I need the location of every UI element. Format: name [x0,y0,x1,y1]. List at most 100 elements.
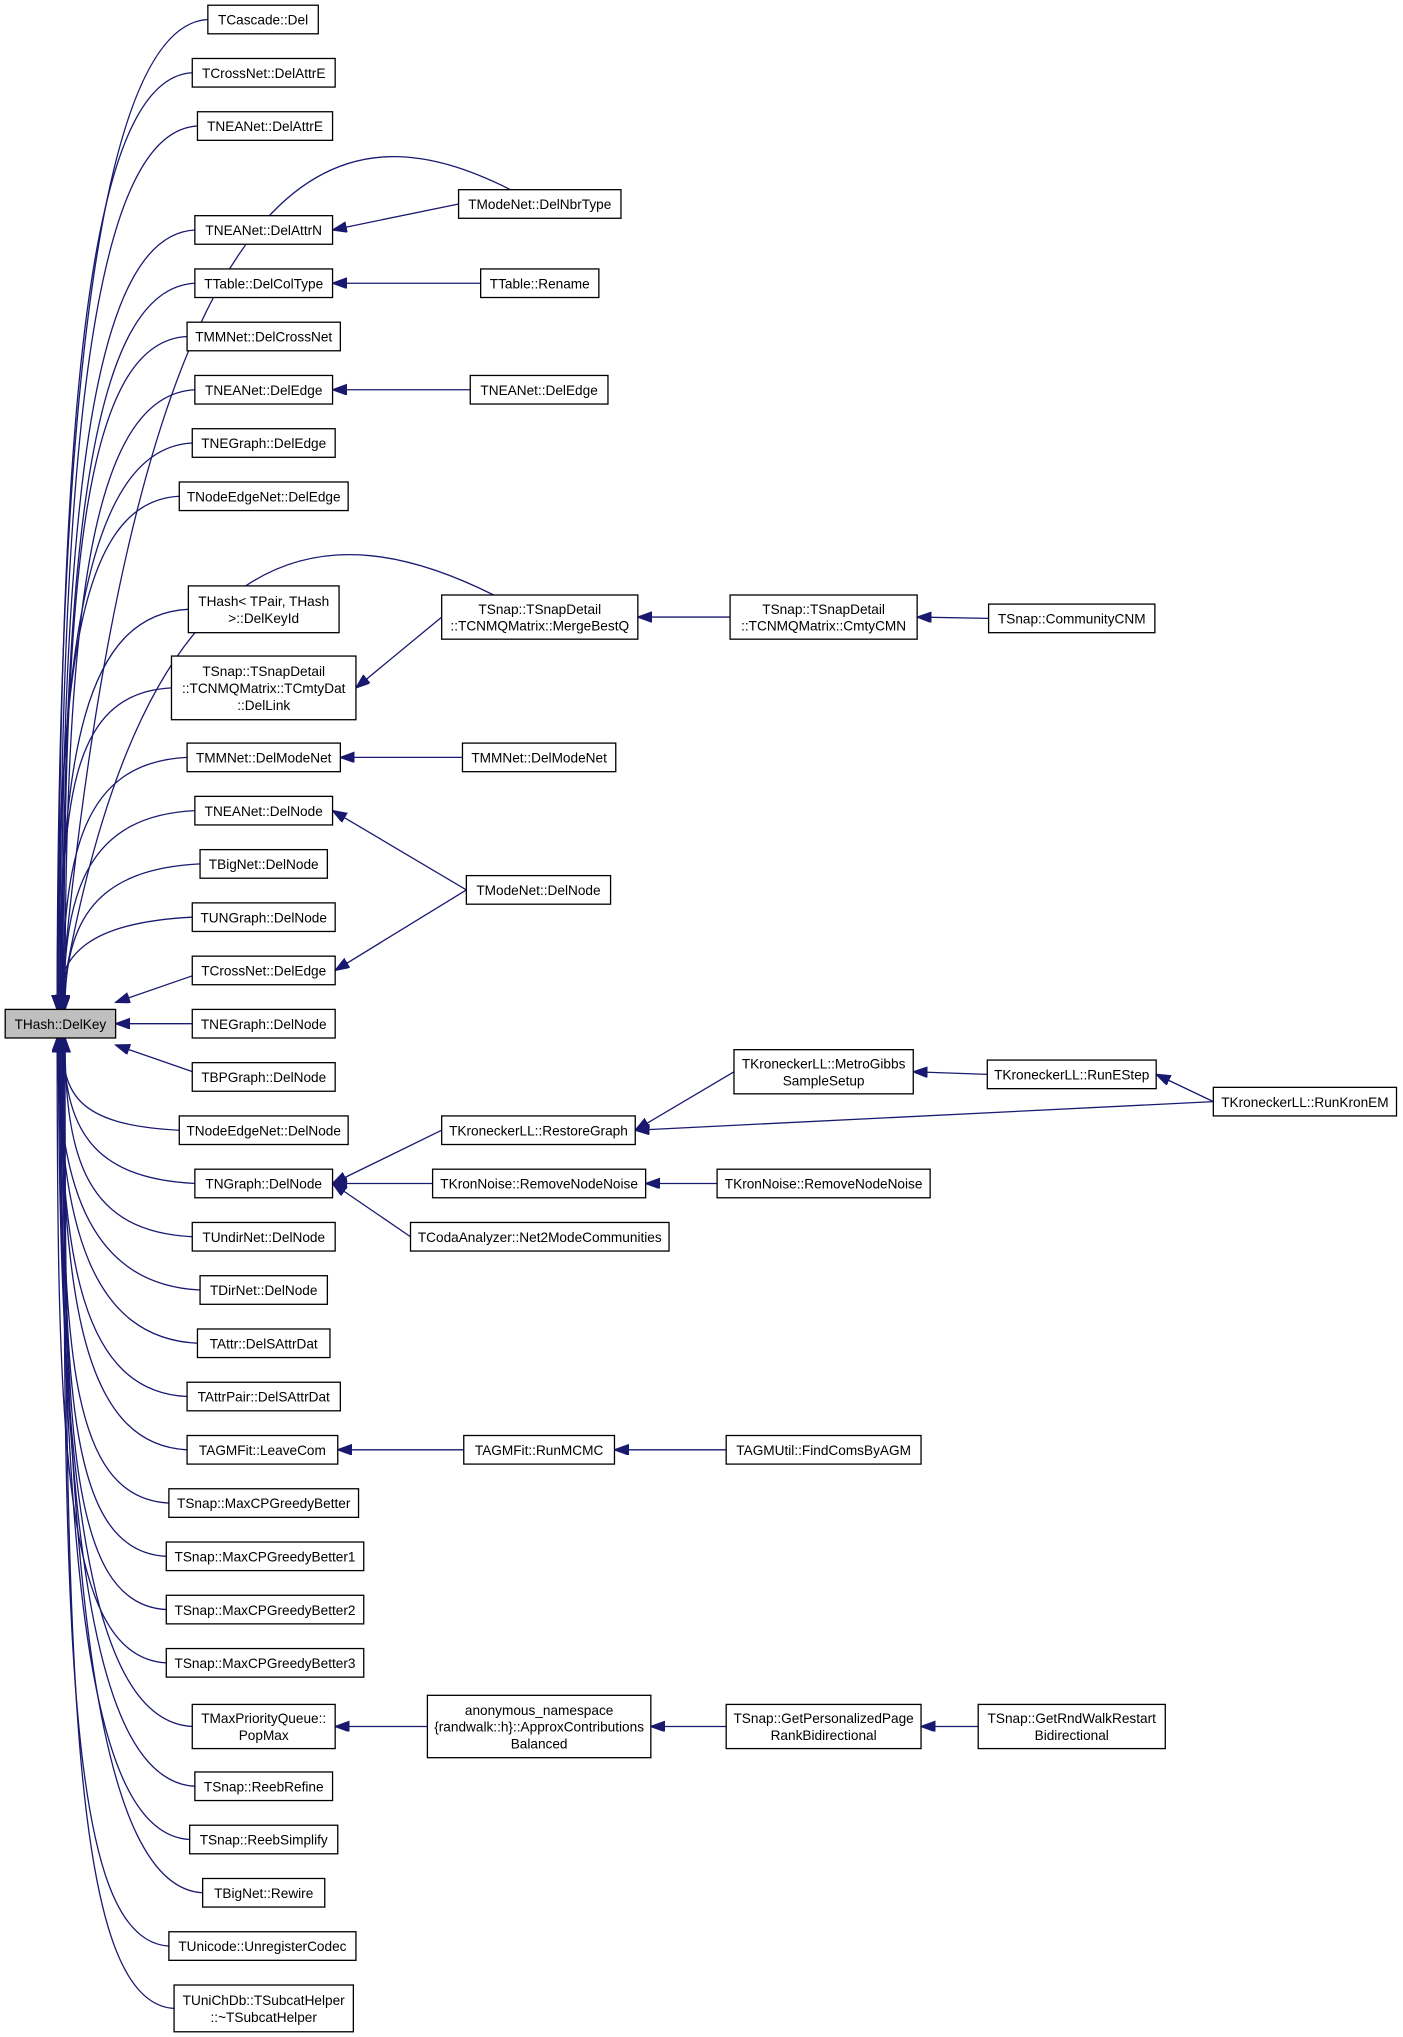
node-box [194,1168,334,1199]
node-ttable-rename[interactable]: TTable::Rename [480,268,600,299]
node-thash-delkey[interactable]: THash::DelKey [4,1008,117,1039]
node-tsnap-tsnapdetail-tcnmqmatrix-cmtycmn[interactable]: TSnap::TSnapDetail::TCNMQMatrix::CmtyCMN [729,594,918,640]
node-label: TSnap::TSnapDetail [478,602,601,617]
node-tbpgraph-delnode[interactable]: TBPGraph::DelNode [191,1062,336,1092]
node-tcodaanalyzer-net2modecommunities[interactable]: TCodaAnalyzer::Net2ModeCommunities [409,1221,670,1252]
node-box [463,1434,616,1465]
node-tagmfit-runmcmc[interactable]: TAGMFit::RunMCMC [463,1434,616,1465]
node-tneanet-delattre[interactable]: TNEANet::DelAttrE [196,111,334,141]
node-label: TNGraph::DelNode [205,1177,322,1192]
node-box [480,268,600,299]
node-tmaxpriorityqueue-popmax[interactable]: TMaxPriorityQueue::PopMax [191,1703,336,1750]
node-label: TSnap::MaxCPGreedyBetter3 [175,1656,356,1671]
node-tkronnoise-removenodenoise[interactable]: TKronNoise::RemoveNodeNoise [716,1168,931,1199]
node-tnodeedgenet-deledge[interactable]: TNodeEdgeNet::DelEdge [178,481,349,512]
node-label: TSnap::MaxCPGreedyBetter2 [175,1603,356,1618]
edge-tdirnet-delnode-to-thash-delkey [57,1038,201,1291]
node-label: TNEGraph::DelEdge [201,436,326,451]
node-label: TTable::DelColType [204,276,323,291]
node-label: TUndirNet::DelNode [202,1230,325,1245]
node-label: Bidirectional [1035,1728,1109,1743]
node-label: ::DelLink [237,698,290,713]
node-label: TCrossNet::DelEdge [201,964,326,979]
node-tneanet-deledge[interactable]: TNEANet::DelEdge [194,374,334,405]
node-label: ::TCNMQMatrix::CmtyCMN [741,619,906,634]
edge-tkroneckerll-runestep-to-tkroneckerll-metrogibbssamplesetup [913,1072,988,1075]
node-tsnap-tsnapdetail-tcnmqmatrix-tcmtydat-dellink[interactable]: TSnap::TSnapDetail::TCNMQMatrix::TCmtyDa… [170,655,357,721]
node-tnegraph-delnode[interactable]: TNEGraph::DelNode [191,1008,336,1039]
node-box [409,1221,670,1252]
node-label: TAGMUtil::FindComsByAGM [736,1443,911,1458]
node-tneanet-deledge[interactable]: TNEANet::DelEdge [469,374,609,405]
nodes-layer: THash::DelKey TCascade::DelTCrossNet::Del… [4,4,1398,2033]
node-tnodeedgenet-delnode[interactable]: TNodeEdgeNet::DelNode [178,1115,349,1146]
node-tkroneckerll-runkronem[interactable]: TKroneckerLL::RunKronEM [1212,1086,1398,1117]
node-tneanet-delnode[interactable]: TNEANet::DelNode [194,795,334,826]
node-label: TSnap::TSnapDetail [202,664,325,679]
node-tngraph-delnode[interactable]: TNGraph::DelNode [194,1168,334,1199]
node-tneanet-delattrn[interactable]: TNEANet::DelAttrN [194,215,334,245]
node-tagmutil-findcomsbyagm[interactable]: TAGMUtil::FindComsByAGM [725,1434,922,1465]
node-tmmnet-delmodenet[interactable]: TMMNet::DelModeNet [186,742,342,773]
node-label: TModeNet::DelNbrType [468,197,611,212]
node-tmodenet-delnode[interactable]: TModeNet::DelNode [465,874,612,905]
node-tmodenet-delnbrtype[interactable]: TModeNet::DelNbrType [457,189,622,219]
node-tnegraph-deledge[interactable]: TNEGraph::DelEdge [191,428,336,458]
node-tunicode-unregistercodec[interactable]: TUnicode::UnregisterCodec [168,1931,357,1961]
node-tsnap-getpersonalizedpagerankbidirectional[interactable]: TSnap::GetPersonalizedPageRankBidirectio… [725,1703,922,1750]
node-box [191,57,336,88]
node-label: TUniChDb::TSubcatHelper [183,1993,346,2008]
edge-tunicode-unregistercodec-to-thash-delkey [64,1038,169,1947]
node-label: TNEANet::DelEdge [480,383,597,398]
node-tsnap-communitycnm[interactable]: TSnap::CommunityCNM [987,603,1156,634]
edge-tnegraph-deledge-to-thash-delkey [57,442,193,1009]
edge-tneanet-delnode-to-thash-delkey [64,809,195,1010]
node-label: TTable::Rename [490,276,590,291]
node-tsnap-maxcpgreedybetter2[interactable]: TSnap::MaxCPGreedyBetter2 [165,1594,365,1625]
node-box [178,481,349,512]
node-tmmnet-delmodenet[interactable]: TMMNet::DelModeNet [461,742,617,773]
node-tsnap-reebsimplify[interactable]: TSnap::ReebSimplify [189,1824,339,1855]
node-box [426,1694,652,1759]
node-label: THash< TPair, THash [198,594,329,609]
node-tdirnet-delnode[interactable]: TDirNet::DelNode [199,1275,329,1305]
node-tkroneckerll-restoregraph[interactable]: TKroneckerLL::RestoreGraph [441,1115,636,1146]
node-tkroneckerll-runestep[interactable]: TKroneckerLL::RunEStep [986,1059,1157,1090]
node-box [469,374,609,405]
edge-tungraph-delnode-to-thash-delkey [57,916,193,1009]
node-tattrpair-delsattrdat[interactable]: TAttrPair::DelSAttrDat [186,1381,342,1412]
node-label: SampleSetup [783,1073,865,1088]
node-label: TSnap::ReebSimplify [200,1833,328,1848]
node-tundirnet-delnode[interactable]: TUndirNet::DelNode [191,1221,336,1252]
node-anonymous-namespace-randwalk-h-approxcontributionsbalanced[interactable]: anonymous_namespace{randwalk::h}::Approx… [426,1694,652,1759]
node-tcrossnet-delattre[interactable]: TCrossNet::DelAttrE [191,57,336,88]
node-label: RankBidirectional [771,1728,877,1743]
node-tmmnet-delcrossnet[interactable]: TMMNet::DelCrossNet [186,321,342,352]
node-tbignet-rewire[interactable]: TBigNet::Rewire [202,1877,326,1908]
node-tattr-delsattrdat[interactable]: TAttr::DelSAttrDat [196,1328,331,1359]
node-tsnap-maxcpgreedybetter[interactable]: TSnap::MaxCPGreedyBetter [168,1488,360,1518]
edge-thash-tpair-thash-delkeyid-to-thash-delkey [60,608,189,1009]
node-box [191,428,336,458]
node-tunichdb-tsubcathelper-tsubcathelper[interactable]: TUniChDb::TSubcatHelper::~TSubcatHelper [173,1984,354,2033]
node-thash-tpair-thash-delkeyid[interactable]: THash< TPair, THash>::DelKeyId [187,585,340,634]
node-tagmfit-leavecom[interactable]: TAGMFit::LeaveCom [186,1434,339,1465]
node-tungraph-delnode[interactable]: TUNGraph::DelNode [191,902,336,933]
edge-tattr-delsattrdat-to-thash-delkey [58,1038,198,1344]
edge-tneanet-deledge-to-thash-delkey [65,389,195,1010]
node-tkronnoise-removenodenoise[interactable]: TKronNoise::RemoveNodeNoise [431,1168,647,1199]
node-tcascade-del[interactable]: TCascade::Del [207,4,319,35]
node-box [191,1221,336,1252]
node-label: TCrossNet::DelAttrE [202,66,325,81]
node-label: TKroneckerLL::MetroGibbs [742,1057,906,1072]
node-tsnap-reebrefine[interactable]: TSnap::ReebRefine [194,1771,334,1802]
node-tcrossnet-deledge[interactable]: TCrossNet::DelEdge [191,955,336,986]
node-tsnap-maxcpgreedybetter3[interactable]: TSnap::MaxCPGreedyBetter3 [165,1647,365,1678]
node-tsnap-tsnapdetail-tcnmqmatrix-mergebestq[interactable]: TSnap::TSnapDetail::TCNMQMatrix::MergeBe… [441,594,639,640]
node-ttable-delcoltype[interactable]: TTable::DelColType [194,268,334,299]
node-tsnap-maxcpgreedybetter1[interactable]: TSnap::MaxCPGreedyBetter1 [165,1541,365,1572]
edge-tsnap-maxcpgreedybetter3-to-thash-delkey [57,1038,167,1664]
node-tbignet-delnode[interactable]: TBigNet::DelNode [199,848,329,879]
